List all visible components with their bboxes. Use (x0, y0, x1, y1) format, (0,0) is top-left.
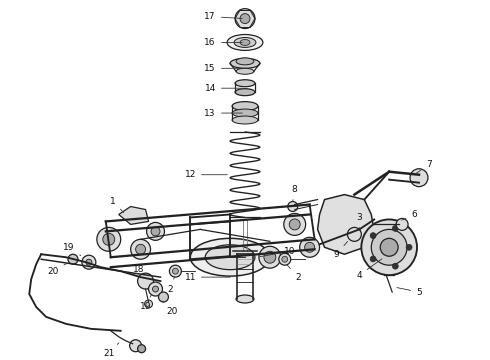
Circle shape (152, 286, 158, 292)
Circle shape (138, 345, 146, 353)
Circle shape (284, 213, 306, 235)
Circle shape (240, 14, 250, 23)
Text: 21: 21 (103, 343, 119, 358)
Text: 20: 20 (48, 264, 67, 276)
Text: 20: 20 (162, 301, 178, 316)
Circle shape (264, 251, 276, 263)
Ellipse shape (190, 238, 270, 276)
Text: 2: 2 (287, 264, 300, 282)
Text: 14: 14 (204, 84, 242, 93)
Circle shape (145, 300, 152, 308)
Text: 11: 11 (185, 273, 230, 282)
Text: 13: 13 (204, 109, 242, 118)
Ellipse shape (205, 245, 255, 270)
Circle shape (410, 169, 428, 186)
Circle shape (148, 282, 163, 296)
Circle shape (305, 242, 315, 252)
Ellipse shape (240, 40, 250, 45)
Text: 15: 15 (204, 64, 242, 73)
Circle shape (136, 244, 146, 254)
Circle shape (370, 233, 376, 239)
Text: 7: 7 (416, 160, 432, 173)
Circle shape (68, 254, 78, 264)
Circle shape (289, 219, 300, 230)
Ellipse shape (230, 58, 260, 68)
Polygon shape (119, 207, 148, 224)
Ellipse shape (236, 295, 254, 303)
Text: 5: 5 (397, 288, 422, 297)
Ellipse shape (232, 109, 258, 117)
Ellipse shape (235, 80, 255, 87)
Circle shape (396, 219, 408, 230)
Ellipse shape (235, 89, 255, 96)
Ellipse shape (232, 102, 258, 111)
Text: 16: 16 (204, 38, 242, 47)
Circle shape (97, 228, 121, 251)
Circle shape (288, 202, 298, 211)
Text: 19: 19 (140, 294, 151, 311)
Ellipse shape (236, 58, 254, 65)
Circle shape (130, 340, 142, 352)
Text: 18: 18 (133, 265, 147, 279)
Circle shape (86, 259, 92, 265)
Text: 17: 17 (204, 12, 242, 21)
Ellipse shape (234, 37, 256, 48)
Text: 3: 3 (356, 213, 362, 229)
Text: 10: 10 (260, 247, 295, 257)
Text: 8: 8 (292, 185, 297, 202)
Circle shape (347, 228, 361, 241)
Ellipse shape (235, 252, 255, 260)
Text: 2: 2 (168, 277, 174, 293)
Circle shape (138, 273, 153, 289)
Polygon shape (318, 195, 374, 254)
Circle shape (103, 233, 115, 245)
Circle shape (82, 255, 96, 269)
Ellipse shape (227, 35, 263, 50)
Text: 1: 1 (110, 197, 123, 212)
Circle shape (282, 256, 288, 262)
Circle shape (147, 222, 165, 240)
Circle shape (370, 256, 376, 262)
Circle shape (172, 268, 178, 274)
Circle shape (361, 220, 417, 275)
Text: 4: 4 (357, 259, 382, 280)
Circle shape (170, 265, 181, 277)
Text: 9: 9 (334, 242, 347, 259)
Circle shape (300, 237, 319, 257)
Circle shape (392, 225, 398, 231)
Text: 6: 6 (402, 210, 417, 220)
Circle shape (151, 227, 160, 236)
Circle shape (406, 244, 412, 250)
Circle shape (158, 292, 169, 302)
Text: 12: 12 (185, 170, 227, 179)
Text: 19: 19 (63, 243, 81, 256)
Circle shape (259, 246, 281, 268)
Ellipse shape (232, 116, 258, 124)
Circle shape (235, 9, 255, 28)
Circle shape (131, 239, 150, 259)
Circle shape (380, 238, 398, 256)
Circle shape (392, 263, 398, 269)
Circle shape (371, 229, 407, 265)
Ellipse shape (236, 68, 254, 74)
Circle shape (279, 253, 291, 265)
